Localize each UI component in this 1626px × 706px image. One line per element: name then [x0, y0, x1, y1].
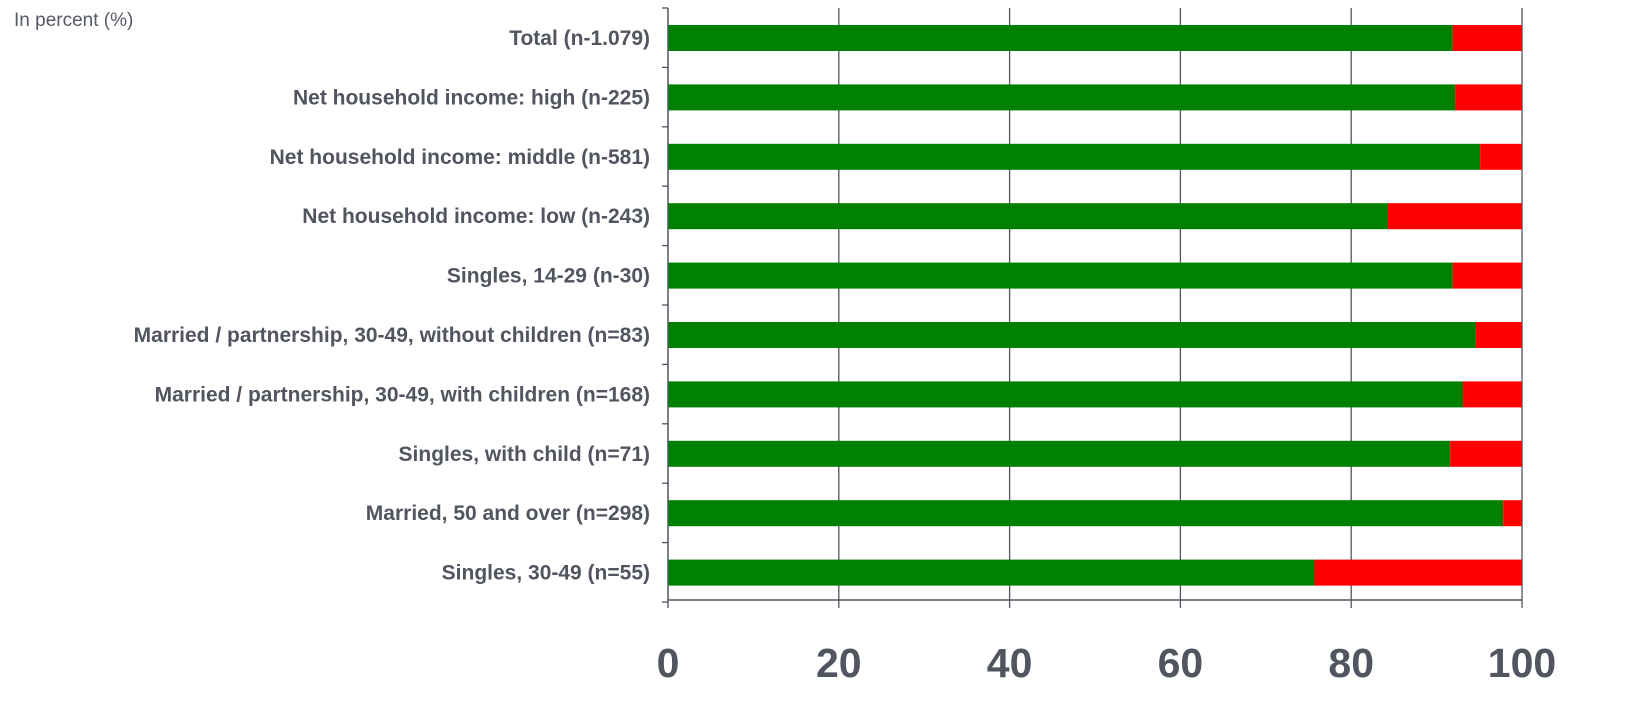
- category-label: Married, 50 and over (n=298): [366, 502, 650, 525]
- bar-segment-green: [668, 381, 1464, 408]
- bar-segment-red: [1480, 143, 1522, 170]
- bar-segment-red: [1314, 559, 1522, 586]
- bar-segment-green: [668, 203, 1388, 230]
- bar-segment-red: [1387, 203, 1522, 230]
- bar-segment-red: [1452, 262, 1522, 289]
- category-labels: Total (n-1.079) Net household income: hig…: [134, 27, 650, 585]
- x-tick-label: 100: [1488, 640, 1556, 686]
- bar-segment-green: [668, 262, 1453, 289]
- bar-segment-red: [1463, 381, 1522, 408]
- x-tick-label: 60: [1158, 640, 1204, 686]
- bar-segment-green: [668, 143, 1481, 170]
- category-label: Total (n-1.079): [509, 27, 650, 50]
- bar-segment-red: [1503, 500, 1522, 527]
- category-label: Married / partnership, 30-49, without ch…: [134, 324, 650, 347]
- axes: [662, 7, 1523, 608]
- bar-segment-red: [1452, 25, 1522, 51]
- category-label: Singles, 30-49 (n=55): [442, 562, 650, 585]
- category-label: Singles, 14-29 (n-30): [447, 265, 650, 288]
- x-tick-labels: 0 20 40 60 80 100: [657, 640, 1557, 686]
- category-label: Net household income: high (n-225): [293, 86, 650, 109]
- bar-segment-red: [1475, 322, 1522, 348]
- x-tick-label: 40: [987, 640, 1033, 686]
- bar-segment-green: [668, 84, 1456, 111]
- category-label: Net household income: middle (n-581): [270, 146, 650, 169]
- x-tick-label: 0: [657, 640, 680, 686]
- bars: [668, 25, 1522, 586]
- x-tick-label: 20: [816, 640, 862, 686]
- bar-segment-green: [668, 559, 1315, 586]
- category-label: Married / partnership, 30-49, with child…: [155, 383, 650, 406]
- bar-segment-red: [1455, 84, 1522, 111]
- bar-segment-green: [668, 500, 1504, 527]
- bar-segment-green: [668, 440, 1451, 467]
- category-label: Singles, with child (n=71): [399, 443, 650, 466]
- unit-note: In percent (%): [14, 10, 134, 31]
- category-label: Net household income: low (n-243): [302, 205, 650, 228]
- bar-segment-green: [668, 322, 1476, 348]
- bar-segment-red: [1450, 440, 1522, 467]
- x-tick-label: 80: [1328, 640, 1374, 686]
- bar-segment-green: [668, 25, 1453, 51]
